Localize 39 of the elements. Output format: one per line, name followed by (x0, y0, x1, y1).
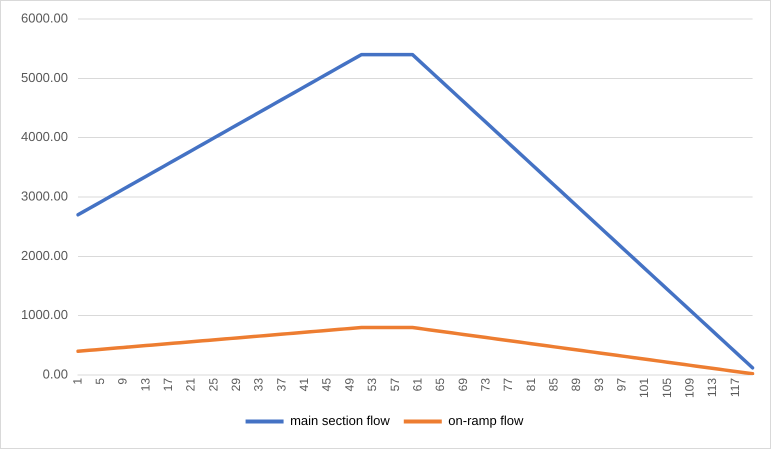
x-tick-label: 1 (70, 378, 84, 385)
x-tick-label: 21 (184, 378, 198, 392)
x-tick-label: 25 (206, 378, 220, 392)
x-tick-label: 73 (478, 378, 492, 392)
y-tick-label: 0.00 (42, 366, 68, 382)
x-tick-label: 45 (320, 378, 334, 392)
x-tick-label: 105 (660, 378, 674, 398)
x-tick-label: 69 (456, 378, 470, 392)
x-tick-label: 85 (546, 378, 560, 392)
x-tick-label: 117 (728, 378, 742, 398)
x-tick-label: 81 (524, 378, 538, 392)
y-tick-label: 3000.00 (20, 188, 68, 204)
y-tick-label: 5000.00 (20, 70, 68, 85)
y-tick-label: 1000.00 (20, 307, 68, 322)
x-tick-label: 101 (637, 378, 652, 398)
x-tick-label: 9 (116, 378, 130, 385)
legend-label: on-ramp flow (448, 413, 524, 428)
y-tick-label: 6000.00 (20, 10, 68, 26)
x-tick-label: 5 (92, 378, 107, 385)
x-tick-label: 61 (410, 378, 424, 392)
x-tick-label: 53 (365, 378, 380, 392)
x-tick-label: 17 (161, 378, 176, 392)
x-tick-label: 93 (592, 378, 606, 392)
x-tick-label: 65 (433, 378, 448, 392)
x-tick-label: 89 (569, 378, 584, 392)
x-tick-label: 41 (297, 378, 312, 392)
legend-label: main section flow (290, 413, 390, 428)
y-tick-label: 2000.00 (20, 248, 68, 263)
x-tick-label: 57 (388, 378, 402, 392)
x-tick-label: 13 (138, 378, 152, 392)
x-tick-label: 77 (501, 378, 516, 392)
x-tick-label: 33 (252, 378, 266, 392)
x-tick-label: 37 (274, 378, 288, 392)
y-tick-label: 4000.00 (20, 129, 68, 144)
x-tick-label: 109 (682, 378, 697, 398)
x-tick-label: 49 (342, 378, 356, 392)
x-tick-label: 113 (705, 378, 720, 398)
x-tick-label: 29 (229, 378, 244, 392)
x-tick-label: 97 (614, 378, 629, 392)
